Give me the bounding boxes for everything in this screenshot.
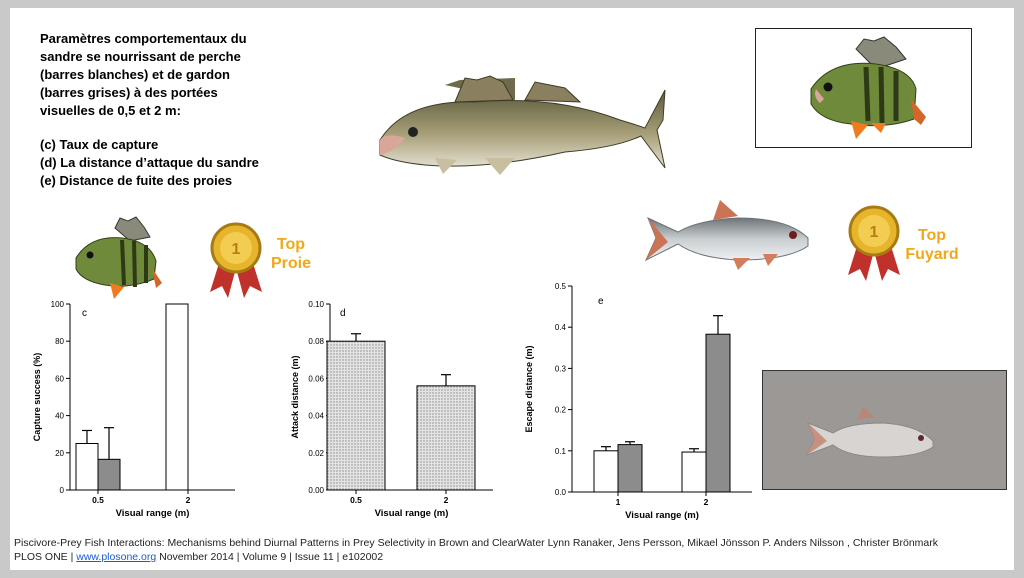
description-item-c: (c) Taux de capture	[40, 137, 159, 152]
x-axis-label: Visual range (m)	[375, 508, 449, 518]
citation: Piscivore-Prey Fish Interactions: Mechan…	[14, 536, 938, 564]
description-text: Paramètres comportementaux du sandre se …	[40, 30, 270, 190]
citation-line1: Piscivore-Prey Fish Interactions: Mechan…	[14, 537, 938, 549]
citation-line2: PLOS ONE | www.plosone.org November 2014…	[14, 550, 938, 564]
y-axis-label: Escape distance (m)	[524, 345, 534, 432]
y-axis-label: Capture success (%)	[32, 353, 42, 442]
bar	[617, 444, 643, 493]
top-fuyard-line1: Top	[917, 227, 947, 244]
y-tick-label: 0.0	[555, 488, 567, 497]
roach-fish-image-2	[805, 407, 934, 458]
perch-small-image	[75, 216, 162, 299]
description-item-d: (d) La distance d’attaque du sandre	[40, 155, 259, 170]
panel-letter: c	[82, 308, 87, 319]
panel-letter: e	[598, 296, 604, 307]
description-intro: Paramètres comportementaux du sandre se …	[40, 31, 247, 118]
y-tick-label: 0.08	[308, 337, 324, 346]
chart-e-svg: 0.0 0.1 0.2 0.3 0.4 0.5 e 1 2 Visual range (m) Esc…	[524, 282, 752, 521]
y-tick-label: 0.3	[555, 364, 567, 373]
y-tick-label: 0.04	[308, 412, 324, 421]
top-proie-label: Top Proie	[263, 235, 319, 273]
bar	[326, 340, 386, 491]
top-proie-line2: Proie	[270, 255, 311, 272]
bar	[705, 333, 731, 493]
y-axis-label: Attack distance (m)	[290, 355, 300, 438]
x-tick-label: 0.5	[350, 495, 362, 505]
y-tick-label: 0.4	[555, 323, 567, 332]
x-tick-label: 2	[444, 495, 449, 505]
description-item-e: (e) Distance de fuite des proies	[40, 173, 233, 188]
y-tick-label: 0.00	[308, 486, 324, 495]
perch-fish-image	[810, 36, 926, 139]
gold-medal-icon-2: 1	[848, 205, 900, 281]
x-axis-label: Visual range (m)	[116, 508, 190, 518]
y-tick-label: 20	[55, 449, 64, 458]
chart-e: 0.0 0.1 0.2 0.3 0.4 0.5 e 1 2 Visual range (m) Esc…	[522, 272, 757, 525]
y-tick-label: 0.5	[555, 282, 567, 291]
bar	[165, 303, 189, 491]
bar	[97, 458, 121, 491]
chart-d: 0.00 0.02 0.04 0.06 0.08 0.10 d 0.5 2 Visual rang…	[288, 290, 498, 523]
x-tick-label: 1	[616, 497, 621, 507]
roach-gray-frame	[762, 370, 1007, 490]
citation-prefix: PLOS ONE |	[14, 551, 77, 563]
plosone-link[interactable]: www.plosone.org	[76, 551, 157, 563]
y-tick-label: 0.1	[555, 447, 567, 456]
x-axis-label: Visual range (m)	[625, 510, 699, 520]
x-tick-label: 2	[704, 497, 709, 507]
panel-letter: d	[340, 308, 346, 319]
bar	[416, 385, 476, 491]
y-tick-label: 100	[51, 300, 65, 309]
chart-c: 0 20 40 60 80 100 c 0.5 2 Visual range (m) Capture…	[30, 290, 240, 523]
bar	[75, 443, 99, 491]
citation-suffix: November 2014 | Volume 9 | Issue 11 | e1…	[156, 551, 384, 563]
x-tick-label: 0.5	[92, 495, 104, 505]
y-tick-label: 80	[55, 337, 64, 346]
bar	[681, 451, 707, 493]
slide: Paramètres comportementaux du sandre se …	[10, 8, 1014, 570]
chart-c-svg: 0 20 40 60 80 100 c 0.5 2 Visual range (m) Capture…	[32, 300, 235, 519]
bar	[593, 450, 619, 493]
gold-medal-icon: 1	[210, 222, 262, 298]
y-tick-label: 0.02	[308, 449, 324, 458]
top-proie-line1: Top	[276, 236, 306, 253]
svg-text:1: 1	[232, 241, 241, 258]
y-tick-label: 0.2	[555, 406, 567, 415]
y-tick-label: 0	[60, 486, 65, 495]
top-fuyard-line2: Fuyard	[905, 246, 959, 263]
chart-d-svg: 0.00 0.02 0.04 0.06 0.08 0.10 d 0.5 2 Visual rang…	[290, 300, 493, 519]
perch-image-frame	[755, 28, 972, 148]
y-tick-label: 0.10	[308, 300, 324, 309]
zander-fish-image	[379, 75, 666, 175]
svg-text:1: 1	[870, 224, 879, 241]
roach-fish-image	[644, 200, 809, 270]
y-tick-label: 60	[55, 374, 64, 383]
x-tick-label: 2	[186, 495, 191, 505]
y-tick-label: 40	[55, 412, 64, 421]
y-tick-label: 0.06	[308, 374, 324, 383]
top-fuyard-label: Top Fuyard	[898, 226, 966, 264]
